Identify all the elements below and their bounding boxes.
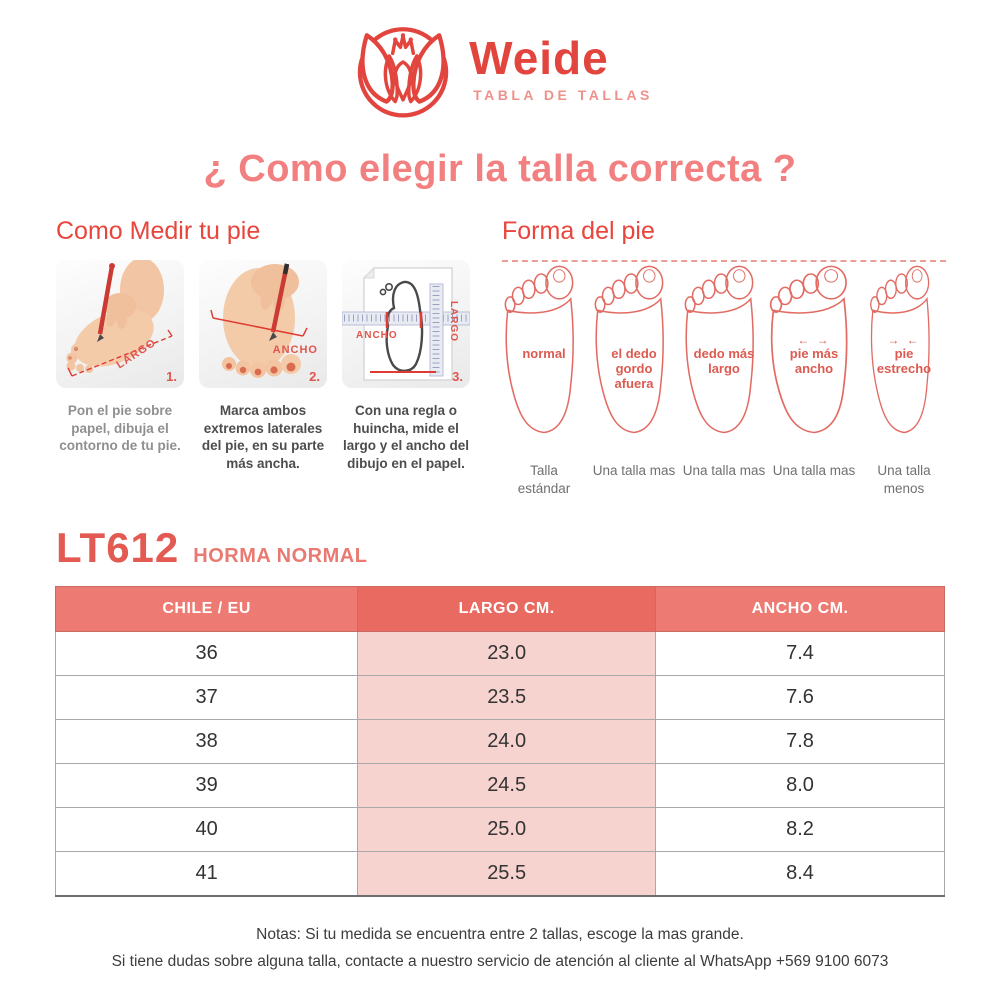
largo-measure-label: LARGO: [447, 300, 459, 343]
step-3-caption: Con una regla o huincha, mide el largo y…: [342, 403, 470, 471]
table-row: 39 24.5 8.0: [54, 763, 945, 809]
shape-heading: Forma del pie: [502, 217, 655, 245]
cell-size: 36: [54, 631, 359, 677]
step-number: 3.: [452, 369, 463, 384]
foot-width-illustration: [210, 263, 308, 378]
cell-length: 23.5: [357, 675, 657, 721]
foot-diagram-narrow: → ← pie estrecho Una talla menos: [862, 262, 946, 498]
cell-width: 7.4: [655, 631, 945, 677]
cell-length: 24.5: [357, 763, 657, 809]
foot-size-advice: Una talla mas: [592, 463, 676, 478]
cell-length: 25.0: [357, 807, 657, 853]
cell-width: 8.4: [655, 851, 945, 897]
step-number: 2.: [309, 369, 320, 384]
brand-name: Weide: [469, 31, 609, 84]
measure-step-3-photo: ANCHO LARGO 3.: [342, 260, 470, 388]
column-header-largo: LARGO CM.: [357, 586, 657, 633]
foot-diagram-big-toe-out: el dedo gordo afuera Una talla mas: [592, 262, 676, 498]
brand-text: Weide TABLA DE TALLAS: [469, 35, 653, 102]
table-header-row: CHILE / EU LARGO CM. ANCHO CM.: [54, 586, 945, 633]
table-row: 38 24.0 7.8: [54, 719, 945, 765]
foot-size-advice: Una talla mas: [682, 463, 766, 478]
measure-heading: Como Medir tu pie: [56, 217, 261, 245]
cell-size: 37: [54, 675, 359, 721]
cell-width: 7.6: [655, 675, 945, 721]
foot-shape-label: normal: [502, 334, 586, 362]
cell-size: 39: [54, 763, 359, 809]
brand-tagline: TABLA DE TALLAS: [473, 86, 653, 103]
brand-header: Weide TABLA DE TALLAS: [28, 14, 972, 122]
foot-size-advice: Talla estándar: [517, 463, 571, 497]
step-number: 1.: [166, 369, 177, 384]
foot-size-advice: Una talla mas: [772, 463, 856, 478]
cell-size: 41: [54, 851, 359, 897]
note-line-1: Notas: Si tu medida se encuentra entre 2…: [256, 925, 744, 943]
foot-shape-label: el dedo gordo afuera: [592, 334, 676, 392]
cell-width: 8.2: [655, 807, 945, 853]
foot-diagram-normal: normal Talla estándar: [502, 262, 586, 498]
column-header-chile-eu: CHILE / EU: [54, 586, 359, 633]
page-title: ¿ Como elegir la talla correcta ?: [203, 148, 797, 190]
foot-shape-section: Forma del pie normal Talla estándar el d…: [502, 217, 946, 498]
cell-width: 7.8: [655, 719, 945, 765]
feet-diagram-row: normal Talla estándar el dedo gordo afue…: [502, 260, 946, 498]
notes-footer: Notas: Si tu medida se encuentra entre 2…: [28, 921, 972, 975]
foot-size-advice: Una talla menos: [877, 463, 931, 497]
measure-step-1-photo: LARGO 1.: [56, 260, 184, 388]
ancho-measure-label: ANCHO: [356, 330, 398, 341]
model-code: LT612: [56, 524, 180, 572]
step-1-caption: Pon el pie sobre papel, dibuja el contor…: [59, 403, 181, 454]
cell-size: 38: [54, 719, 359, 765]
cell-length: 24.0: [357, 719, 657, 765]
measure-section: Como Medir tu pie: [56, 217, 476, 498]
table-row: 36 23.0 7.4: [54, 631, 945, 677]
foot-length-illustration: [66, 260, 173, 377]
weide-logo-icon: [357, 27, 449, 118]
width-arrows-icon: ← →: [797, 333, 831, 347]
size-chart-table: CHILE / EU LARGO CM. ANCHO CM. 36 23.0 7…: [54, 586, 945, 897]
table-row: 40 25.0 8.2: [54, 807, 945, 853]
foot-diagram-wide: ← → pie más ancho Una talla mas: [772, 262, 856, 498]
cell-length: 23.0: [357, 631, 657, 677]
ancho-measure-label: ANCHO: [272, 344, 318, 356]
note-line-2: Si tiene dudas sobre alguna talla, conta…: [111, 953, 889, 971]
step-2-caption: Marca ambos extremos laterales del pie, …: [201, 403, 325, 471]
column-header-ancho: ANCHO CM.: [655, 586, 945, 633]
model-subtitle: HORMA NORMAL: [193, 545, 368, 568]
table-row: 37 23.5 7.6: [54, 675, 945, 721]
measure-step-2-photo: ANCHO 2.: [199, 260, 327, 388]
table-row: 41 25.5 8.4: [54, 851, 945, 897]
foot-shape-label: → ← pie estrecho: [862, 333, 946, 377]
size-guide-page: Weide TABLA DE TALLAS ¿ Como elegir la t…: [28, 14, 972, 975]
paper-ruler-illustration: [342, 266, 470, 381]
foot-shape-label: dedo más largo: [682, 334, 766, 377]
cell-size: 40: [54, 807, 359, 853]
model-heading: LT612 HORMA NORMAL: [56, 524, 972, 572]
foot-diagram-long-toe: dedo más largo Una talla mas: [682, 262, 766, 498]
cell-width: 8.0: [655, 763, 945, 809]
foot-shape-label: ← → pie más ancho: [772, 333, 856, 377]
narrow-arrows-icon: → ←: [887, 333, 921, 347]
cell-length: 25.5: [357, 851, 657, 897]
